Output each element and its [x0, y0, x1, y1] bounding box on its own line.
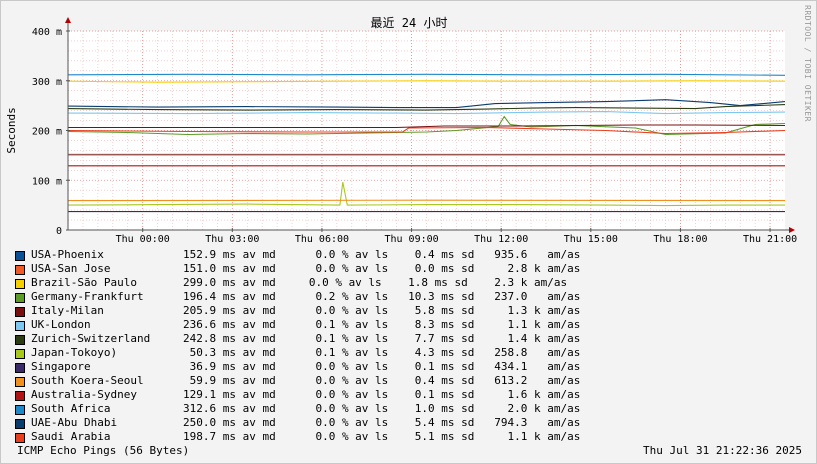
legend-series-stats: 312.6 ms av md 0.0 % av ls 1.0 ms sd 2.0… [183, 402, 581, 415]
legend-series-name: USA-San Jose [31, 262, 111, 275]
legend-series-stats: 198.7 ms av md 0.0 % av ls 5.1 ms sd 1.1… [183, 430, 581, 443]
legend-series-name: UAE-Abu Dhabi [31, 416, 118, 429]
legend-swatch [15, 251, 25, 261]
legend-swatch [15, 265, 25, 275]
legend-series-stats: 242.8 ms av md 0.1 % av ls 7.7 ms sd 1.4… [183, 332, 581, 345]
chart-labels: 0 100 m 200 m 300 m 400 m Thu 00:00 Thu 03:00 T… [5, 16, 797, 245]
series-line [67, 115, 786, 136]
legend-series-name: South Africa [31, 402, 111, 415]
legend-swatch [15, 391, 25, 401]
y-axis-arrow [65, 17, 71, 23]
y-tick-label: 400 m [32, 27, 62, 38]
series-line [67, 104, 786, 111]
legend-series-stats: 236.6 ms av md 0.1 % av ls 8.3 ms sd 1.1… [183, 318, 581, 331]
x-axis-arrow [789, 227, 795, 233]
legend-series-name: Australia-Sydney [31, 388, 137, 401]
x-tick-label: Thu 12:00 [474, 234, 528, 245]
x-tick-label: Thu 18:00 [653, 234, 707, 245]
x-tick-label: Thu 15:00 [564, 234, 618, 245]
y-tick-label: 0 [56, 226, 62, 237]
legend-swatch [15, 293, 25, 303]
legend-swatch [15, 433, 25, 443]
y-tick-label: 200 m [32, 127, 62, 138]
legend-series-stats: 151.0 ms av md 0.0 % av ls 0.0 ms sd 2.8… [183, 262, 581, 275]
chart-title: 最近 24 小时 [371, 16, 448, 30]
legend-series-name: Brazil-São Paulo [31, 276, 137, 289]
x-tick-label: Thu 21:00 [743, 234, 797, 245]
legend-series-stats: 129.1 ms av md 0.0 % av ls 0.1 ms sd 1.6… [183, 388, 581, 401]
chart-grid [68, 30, 785, 231]
legend-swatch [15, 335, 25, 345]
rrdtool-watermark: RRDTOOL / TOBI OETIKER [803, 5, 812, 122]
legend-series-stats: 250.0 ms av md 0.0 % av ls 5.4 ms sd 794… [183, 416, 581, 429]
legend-series-name: Zurich-Switzerland [31, 332, 151, 345]
legend-series-name: Italy-Milan [31, 304, 104, 317]
legend-series-stats: 196.4 ms av md 0.2 % av ls 10.3 ms sd 23… [183, 290, 581, 303]
chart-series [67, 73, 786, 213]
legend-swatch [15, 349, 25, 359]
legend-series-name: Japan-Tokoyo) [31, 346, 118, 359]
legend-series-stats: 50.3 ms av md 0.1 % av ls 4.3 ms sd 258.… [183, 346, 581, 359]
legend-series-name: Singapore [31, 360, 91, 373]
legend-series-name: Saudi Arabia [31, 430, 111, 443]
x-tick-label: Thu 06:00 [295, 234, 349, 245]
series-line [67, 80, 786, 83]
legend-swatch [15, 377, 25, 387]
legend-swatch [15, 419, 25, 429]
graph-description: ICMP Echo Pings (56 Bytes) [17, 444, 190, 457]
legend-swatch [15, 405, 25, 415]
legend-series-stats: 152.9 ms av md 0.0 % av ls 0.4 ms sd 935… [183, 248, 581, 261]
y-tick-label: 100 m [32, 176, 62, 187]
series-line [67, 73, 786, 76]
legend-swatch [15, 363, 25, 373]
series-line [67, 99, 786, 109]
series-line [67, 111, 786, 115]
legend-series-name: Germany-Frankfurt [31, 290, 144, 303]
series-line [67, 126, 786, 135]
x-tick-label: Thu 03:00 [205, 234, 259, 245]
legend-series-name: UK-London [31, 318, 91, 331]
legend-series-name: South Koera-Seoul [31, 374, 144, 387]
y-tick-label: 300 m [32, 77, 62, 88]
line-chart: 0 100 m 200 m 300 m 400 m Thu 00:00 Thu 03:00 T… [5, 16, 797, 245]
graph-timestamp: Thu Jul 31 21:22:36 2025 [643, 444, 802, 457]
y-axis-label: Seconds [5, 107, 18, 153]
legend-series-stats: 59.9 ms av md 0.0 % av ls 0.4 ms sd 613.… [183, 374, 581, 387]
series-line [68, 124, 786, 129]
legend-swatch [15, 307, 25, 317]
series-line [67, 182, 785, 207]
legend-series-stats: 205.9 ms av md 0.0 % av ls 5.8 ms sd 1.3… [183, 304, 581, 317]
legend-swatch [15, 321, 25, 331]
legend-series-stats: 299.0 ms av md 0.0 % av ls 1.8 ms sd 2.3… [183, 276, 568, 289]
x-tick-label: Thu 00:00 [116, 234, 170, 245]
legend-series-name: USA-Phoenix [31, 248, 104, 261]
chart-axes [65, 17, 795, 233]
x-tick-label: Thu 09:00 [384, 234, 438, 245]
legend-series-stats: 36.9 ms av md 0.0 % av ls 0.1 ms sd 434.… [183, 360, 581, 373]
legend-swatch [15, 279, 25, 289]
